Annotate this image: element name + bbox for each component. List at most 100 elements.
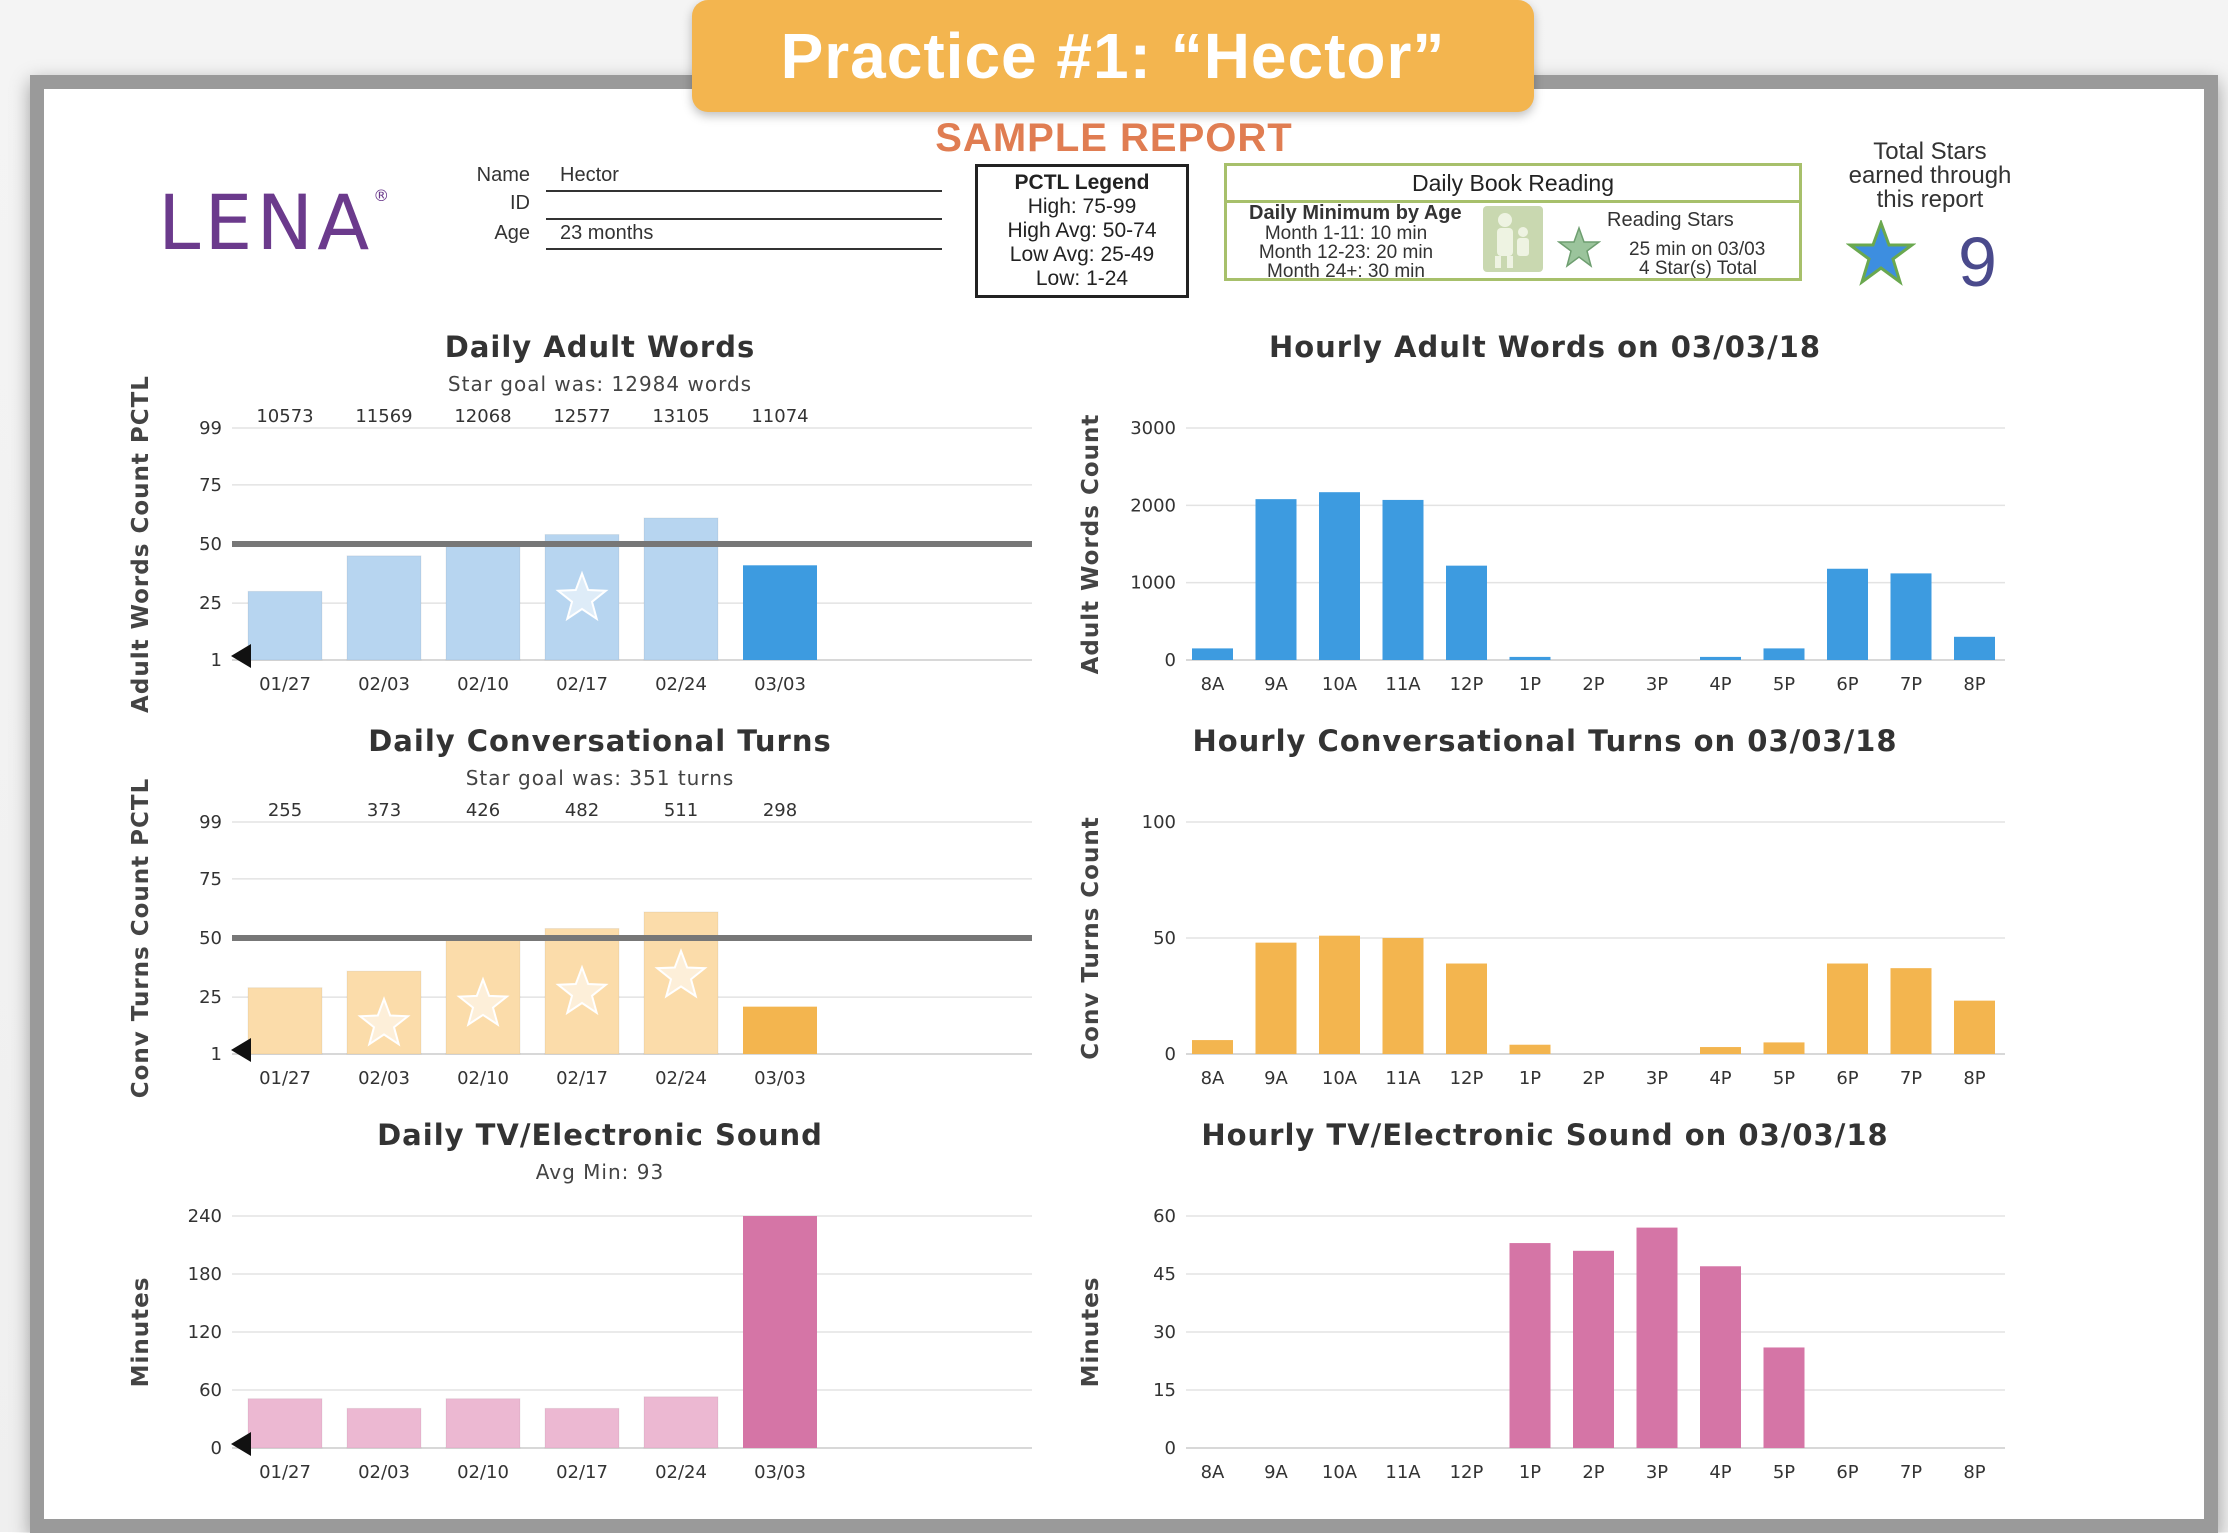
y-tick-label: 30 xyxy=(1153,1322,1176,1343)
x-tick-label: 01/27 xyxy=(259,1068,311,1089)
reading-stars-title: Reading Stars xyxy=(1607,209,1734,231)
bar xyxy=(1890,968,1932,1054)
y-tick-label: 75 xyxy=(199,475,222,496)
bar xyxy=(1382,499,1424,660)
total-stars-value: 9 xyxy=(1958,223,1997,301)
pctl-legend-row: Low: 1-24 xyxy=(1035,267,1129,290)
bar xyxy=(1827,568,1868,660)
x-tick-label: 01/27 xyxy=(259,1462,311,1483)
y-tick-label: 99 xyxy=(199,812,222,833)
bar xyxy=(247,987,323,1055)
x-tick-label: 1P xyxy=(1519,674,1541,695)
logo-text: LENA xyxy=(158,178,374,267)
banner-title: Practice #1: “Hector” xyxy=(780,20,1446,92)
y-tick-label: 1 xyxy=(211,650,222,671)
bar xyxy=(1763,1347,1805,1448)
daily-minimum-row: Month 12-23: 20 min xyxy=(1258,242,1434,263)
x-tick-label: 11A xyxy=(1385,1068,1421,1089)
bar xyxy=(1192,1040,1233,1054)
bar xyxy=(743,1006,817,1054)
x-tick-label: 5P xyxy=(1773,1068,1795,1089)
name-underline xyxy=(546,190,942,192)
bar xyxy=(247,590,323,661)
bar xyxy=(1509,1243,1551,1448)
bar xyxy=(1890,573,1932,660)
x-tick-label: 5P xyxy=(1773,1462,1795,1483)
data-label: 482 xyxy=(565,800,599,821)
y-tick-label: 120 xyxy=(188,1322,222,1343)
data-label: 13105 xyxy=(652,406,709,427)
x-tick-label: 12P xyxy=(1450,674,1484,695)
star-icon xyxy=(456,976,510,1027)
y-tick-label: 15 xyxy=(1153,1380,1176,1401)
hourly-tv-electronic-sound-title: Hourly TV/Electronic Sound on 03/03/18 xyxy=(1201,1118,1889,1152)
daily-minimum-title: Daily Minimum by Age xyxy=(1249,202,1462,224)
y-tick-label: 0 xyxy=(1165,1044,1176,1065)
y-tick-label: 0 xyxy=(211,1438,222,1459)
book-reading-title: Daily Book Reading xyxy=(1227,166,1799,203)
x-tick-label: 12P xyxy=(1450,1462,1484,1483)
y-tick-label: 60 xyxy=(1153,1206,1176,1227)
bar xyxy=(544,1407,620,1449)
daily-minimum-row: Month 24+: 30 min xyxy=(1267,261,1425,282)
bar xyxy=(1827,963,1868,1054)
y-tick-label: 25 xyxy=(199,987,222,1008)
x-tick-label: 03/03 xyxy=(754,1068,806,1089)
daily-conversational-turns-subtitle: Star goal was: 351 turns xyxy=(465,766,735,790)
bar xyxy=(1954,636,1995,660)
total-stars-label: Total Stars earned through this report xyxy=(1830,140,2030,212)
bar xyxy=(1319,492,1360,660)
y-tick-label: 100 xyxy=(1142,812,1176,833)
bar xyxy=(1700,656,1741,660)
x-tick-label: 02/24 xyxy=(655,1068,707,1089)
x-tick-label: 7P xyxy=(1900,1462,1922,1483)
pctl-legend-row: High Avg: 50-74 xyxy=(1007,219,1157,242)
x-tick-label: 9A xyxy=(1264,1462,1288,1483)
x-tick-label: 4P xyxy=(1709,1462,1731,1483)
x-tick-label: 4P xyxy=(1709,674,1731,695)
daily-conversational-turns-title: Daily Conversational Turns xyxy=(368,724,832,758)
x-tick-label: 8P xyxy=(1963,1068,1985,1089)
data-label: 10573 xyxy=(256,406,313,427)
data-label: 12577 xyxy=(553,406,610,427)
bar xyxy=(1382,938,1424,1054)
data-label: 298 xyxy=(763,800,797,821)
y-tick-label: 50 xyxy=(199,534,222,555)
data-label: 11569 xyxy=(355,406,412,427)
x-tick-label: 5P xyxy=(1773,674,1795,695)
y-tick-label: 1000 xyxy=(1130,573,1176,594)
y-tick-label: 60 xyxy=(199,1380,222,1401)
bar xyxy=(1763,1042,1805,1054)
sample-report-label: SAMPLE REPORT xyxy=(935,116,1293,160)
bar xyxy=(1763,648,1805,660)
y-tick-label: 180 xyxy=(188,1264,222,1285)
reading-stars-minutes: 25 min on 03/03 xyxy=(1629,239,1766,260)
age-underline xyxy=(546,248,942,250)
y-axis-title: Minutes xyxy=(128,1277,154,1388)
x-tick-label: 02/24 xyxy=(655,1462,707,1483)
pctl-legend: PCTL Legend High: 75-99 High Avg: 50-74 … xyxy=(975,164,1189,298)
previous-arrow-icon xyxy=(231,1432,251,1456)
x-tick-label: 2P xyxy=(1582,1462,1604,1483)
x-tick-label: 8A xyxy=(1201,1068,1225,1089)
x-tick-label: 9A xyxy=(1264,1068,1288,1089)
name-value: Hector xyxy=(560,164,619,186)
x-tick-label: 3P xyxy=(1646,1462,1668,1483)
x-tick-label: 03/03 xyxy=(754,1462,806,1483)
x-tick-label: 6P xyxy=(1836,1462,1858,1483)
x-tick-label: 1P xyxy=(1519,1462,1541,1483)
y-tick-label: 50 xyxy=(1153,928,1176,949)
pctl-legend-row: Low Avg: 25-49 xyxy=(1009,243,1155,266)
registered-mark: ® xyxy=(373,186,394,205)
bar xyxy=(1255,499,1297,660)
reading-star-icon xyxy=(1557,226,1601,268)
total-stars-label-line: earned through xyxy=(1848,162,2012,189)
y-tick-label: 75 xyxy=(199,869,222,890)
y-tick-label: 2000 xyxy=(1130,495,1176,516)
previous-arrow-icon xyxy=(231,1038,251,1062)
x-tick-label: 02/10 xyxy=(457,674,509,695)
x-tick-label: 8A xyxy=(1201,674,1225,695)
bar xyxy=(1255,942,1297,1054)
x-tick-label: 10A xyxy=(1322,1068,1358,1089)
